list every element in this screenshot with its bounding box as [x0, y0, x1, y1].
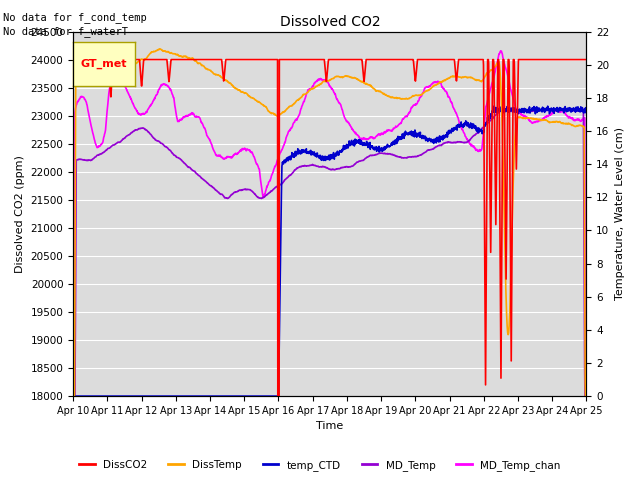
Text: No data for f_waterT: No data for f_waterT: [3, 26, 128, 37]
Legend: DissCO2, DissTemp, temp_CTD, MD_Temp, MD_Temp_chan: DissCO2, DissTemp, temp_CTD, MD_Temp, MD…: [76, 456, 564, 475]
X-axis label: Time: Time: [316, 421, 344, 432]
Y-axis label: Dissolved CO2 (ppm): Dissolved CO2 (ppm): [15, 155, 25, 273]
Title: Dissolved CO2: Dissolved CO2: [280, 15, 380, 29]
Y-axis label: Temperature, Water Level (cm): Temperature, Water Level (cm): [615, 127, 625, 300]
Text: No data for f_cond_temp: No data for f_cond_temp: [3, 12, 147, 23]
